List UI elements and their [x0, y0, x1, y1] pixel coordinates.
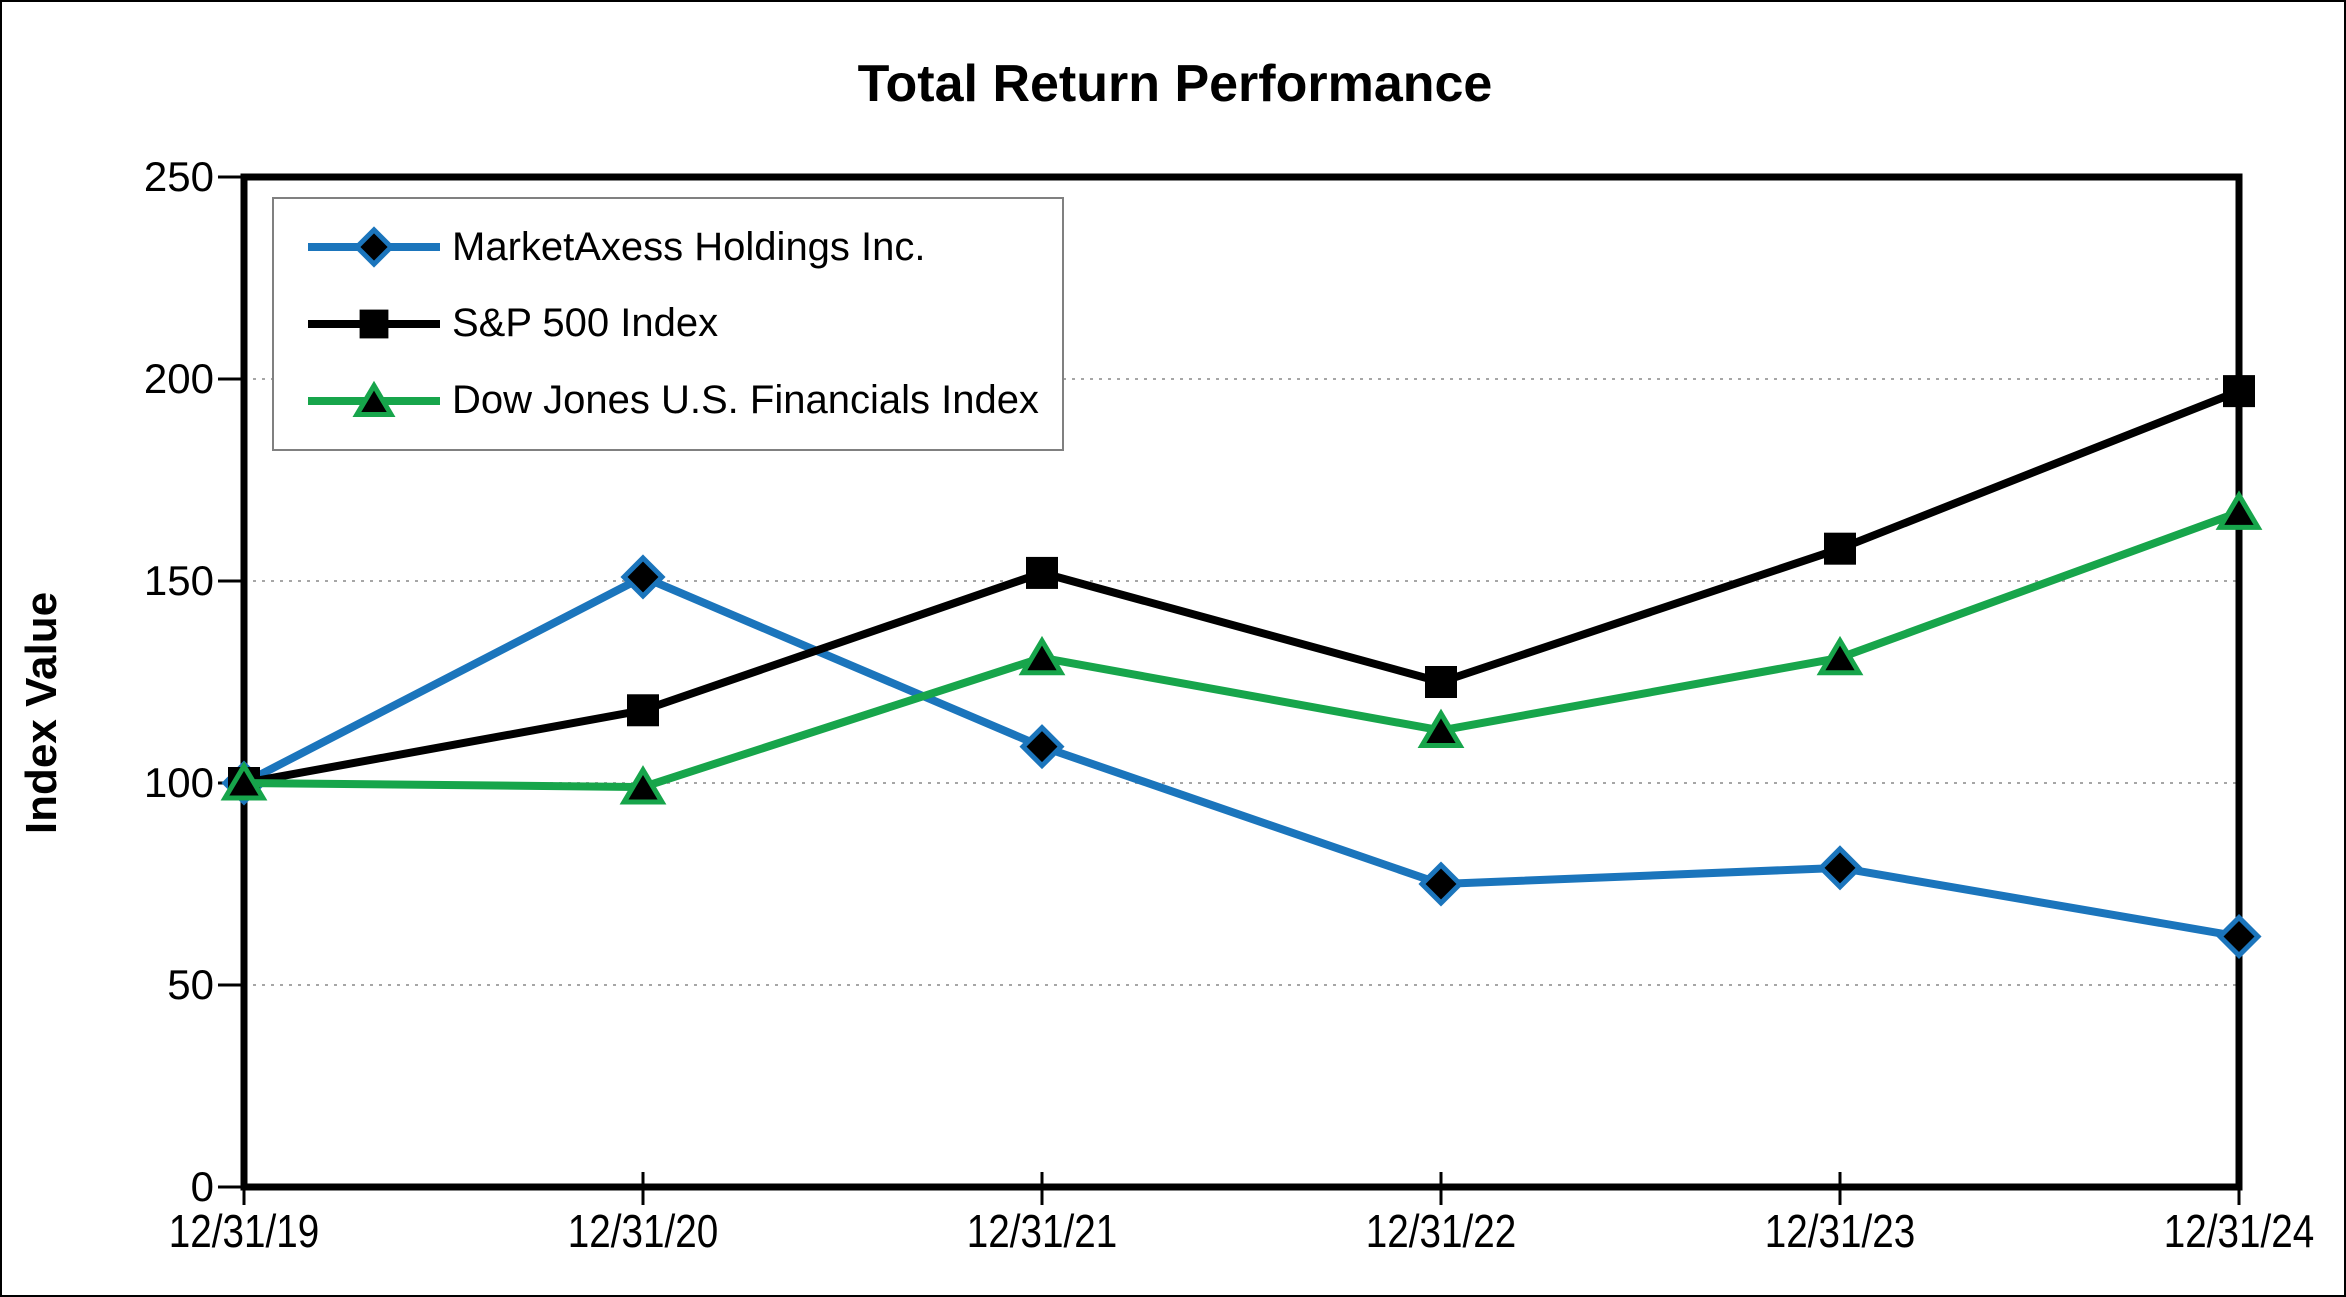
square-marker: [359, 309, 389, 339]
square-marker: [1026, 556, 1058, 589]
triangle-marker: [619, 765, 667, 805]
y-tick-label-150: 150: [143, 557, 214, 604]
square-marker: [2223, 375, 2255, 408]
x-tick-label-3: 12/31/22: [1365, 1205, 1517, 1257]
triangle-legend-swatch: [308, 380, 440, 417]
legend-item-0: MarketAxess Holdings Inc.: [308, 223, 1052, 271]
square-marker: [627, 694, 659, 727]
y-tick-label-200: 200: [143, 355, 214, 402]
diamond-marker: [1418, 861, 1464, 907]
legend-item-1: S&P 500 Index: [308, 300, 1052, 348]
triangle-marker: [1018, 635, 1066, 676]
x-tick-label-0: 12/31/19: [168, 1205, 320, 1257]
diamond-marker: [1019, 724, 1065, 770]
legend-item-2: Dow Jones U.S. Financials Index: [308, 377, 1052, 425]
series-line-2: [243, 508, 2241, 792]
triangle-marker: [2215, 490, 2263, 530]
x-tick-label-2: 12/31/21: [966, 1205, 1118, 1257]
diamond-marker: [1817, 845, 1863, 891]
series-line-1: [243, 387, 2241, 787]
x-tick-label-1: 12/31/20: [567, 1205, 719, 1257]
series-line-0: [242, 572, 2240, 941]
legend-label: Dow Jones U.S. Financials Index: [452, 378, 1039, 423]
plot-border: [240, 173, 2243, 1191]
square-marker: [1425, 666, 1457, 698]
y-tick-label-0: 0: [190, 1163, 214, 1210]
x-tick-label-5: 12/31/24: [2163, 1205, 2315, 1257]
legend: MarketAxess Holdings Inc. S&P 500 Index Do…: [272, 197, 1064, 451]
y-tick-label-100: 100: [143, 759, 214, 806]
diamond-marker: [353, 226, 395, 268]
square-legend-swatch: [308, 309, 440, 339]
triangle-marker: [1816, 635, 1864, 676]
triangle-marker: [352, 380, 396, 417]
y-tick-label-50: 50: [167, 961, 214, 1008]
diamond-marker: [620, 554, 666, 600]
triangle-marker: [1417, 708, 1465, 748]
x-tick-label-4: 12/31/23: [1764, 1205, 1916, 1257]
triangle-marker: [220, 761, 268, 801]
diamond-marker: [2216, 913, 2262, 960]
diamond-legend-swatch: [308, 226, 440, 268]
chart-title: Total Return Performance: [857, 55, 1493, 113]
legend-label: MarketAxess Holdings Inc.: [452, 224, 926, 269]
legend-label: S&P 500 Index: [452, 301, 719, 346]
square-marker: [1824, 532, 1856, 565]
y-tick-label-250: 250: [143, 153, 214, 200]
